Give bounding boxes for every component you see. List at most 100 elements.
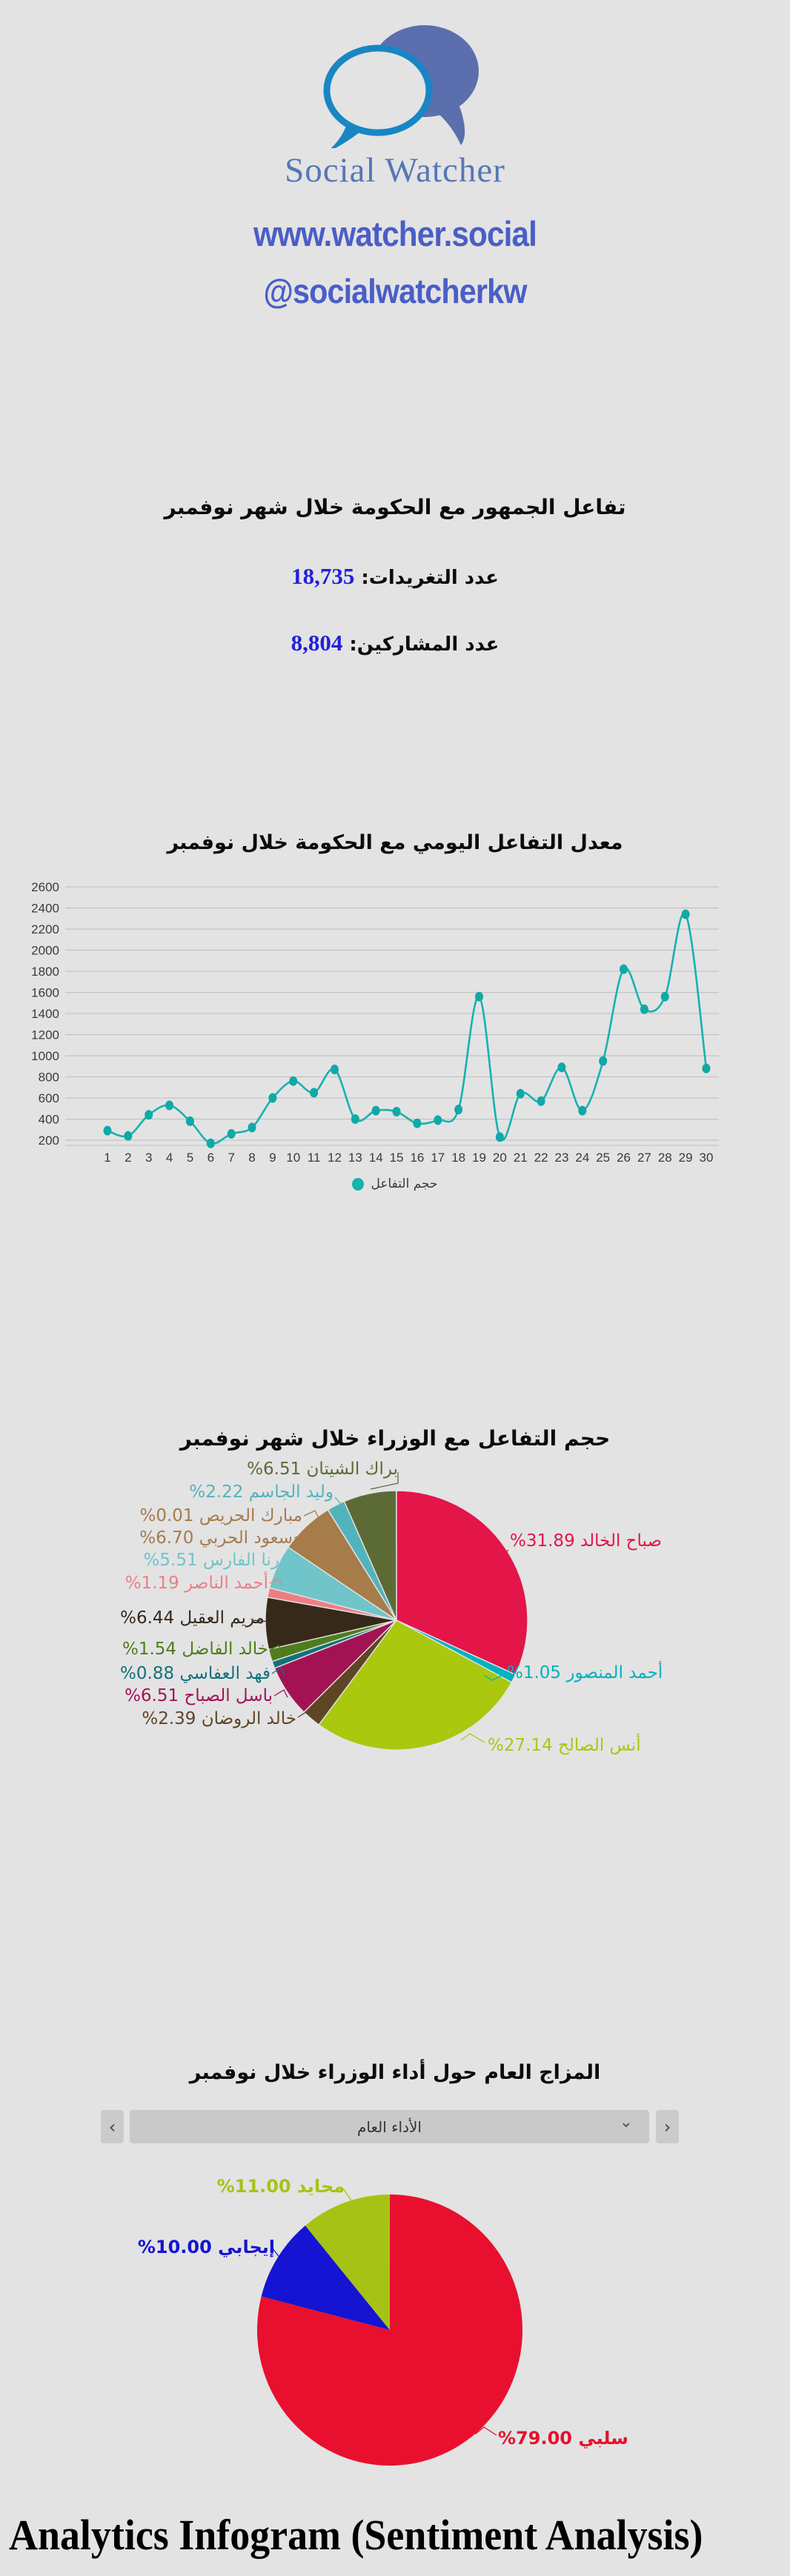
label-connector [272, 2248, 283, 2262]
pie-slice-label: سلبي 79.00% [498, 2428, 628, 2449]
x-tick-label: 27 [637, 1151, 651, 1165]
x-tick-label: 14 [369, 1151, 383, 1165]
x-tick-label: 4 [166, 1151, 173, 1165]
pie-slice-label: أحمد الناصر 1.19% [125, 1574, 268, 1593]
x-tick-label: 6 [208, 1151, 214, 1165]
x-tick-label: 8 [248, 1151, 255, 1165]
x-tick-label: 18 [451, 1151, 465, 1165]
x-tick-label: 11 [308, 1151, 321, 1165]
x-tick-label: 9 [269, 1151, 276, 1165]
x-tick-label: 2 [125, 1151, 131, 1165]
pie-slice-label: إيجابي 10.00% [137, 2237, 275, 2257]
speech-bubbles-icon [323, 25, 479, 148]
performance-dropdown[interactable]: الأداء العام ⌄ [130, 2110, 649, 2143]
data-point [599, 1056, 608, 1066]
chevron-right-icon: › [663, 2116, 671, 2137]
data-point [620, 964, 628, 974]
data-point [578, 1105, 587, 1116]
data-point [557, 1062, 566, 1073]
prev-button[interactable]: ‹ [101, 2110, 124, 2143]
pie-slice-label: خالد الروضان 2.39% [142, 1709, 296, 1728]
website-url: www.watcher.social [253, 214, 537, 253]
x-tick-label: 17 [431, 1151, 445, 1165]
x-tick-label: 13 [348, 1151, 362, 1165]
pie-slice-label: براك الشيتان 6.51% [247, 1460, 398, 1479]
footer-title: Analytics Infogram (Sentiment Analysis) [9, 2511, 703, 2559]
label-connector [466, 2426, 497, 2436]
pie-slice-label: أحمد المنصور 1.05% [507, 1663, 663, 1683]
dropdown-value: الأداء العام [357, 2117, 422, 2136]
y-tick-label: 1200 [31, 1028, 59, 1042]
brand-title: Social Watcher [285, 151, 505, 190]
x-tick-label: 23 [555, 1151, 569, 1165]
x-tick-label: 19 [472, 1151, 486, 1165]
data-point [640, 1004, 648, 1014]
data-point [413, 1118, 422, 1128]
x-tick-label: 10 [286, 1151, 300, 1165]
data-point [475, 991, 484, 1002]
x-tick-label: 12 [328, 1151, 342, 1165]
data-point [434, 1115, 442, 1125]
line-series [107, 912, 708, 1145]
next-button[interactable]: › [656, 2110, 679, 2143]
label-connector [370, 1472, 399, 1490]
data-point [289, 1076, 298, 1086]
ministers-pie-chart [253, 1472, 528, 1751]
y-tick-label: 2200 [31, 922, 59, 936]
data-point [371, 1105, 380, 1116]
daily-interaction-line-chart: 200 400 600 800 1000 1200 1400 1600 1800 2000 2200… [31, 880, 719, 1165]
y-tick-label: 400 [39, 1113, 59, 1127]
data-point [227, 1128, 236, 1139]
data-point [145, 1110, 153, 1120]
data-point [537, 1096, 545, 1106]
pie-slice-label: وليد الجاسم 2.22% [189, 1482, 333, 1502]
pie-slice-label: أنس الصالح 27.14% [488, 1736, 641, 1755]
x-tick-label: 1 [104, 1151, 110, 1165]
data-point [124, 1131, 133, 1141]
x-tick-label: 28 [658, 1151, 672, 1165]
data-point [392, 1107, 401, 1117]
label-connector [460, 1733, 485, 1743]
label-connector [303, 1510, 327, 1521]
x-tick-label: 5 [187, 1151, 193, 1165]
participants-value: 8,804 [291, 630, 343, 656]
y-tick-label: 2600 [31, 880, 59, 894]
pie-slice [396, 1490, 528, 1676]
data-point [702, 1063, 711, 1074]
x-tick-label: 7 [228, 1151, 234, 1165]
y-tick-label: 200 [39, 1134, 59, 1148]
y-tick-label: 1800 [31, 965, 59, 979]
pie-slice [318, 1620, 513, 1751]
x-tick-label: 24 [575, 1151, 589, 1165]
social-handle: @socialwatcherkw [263, 272, 527, 310]
label-connector [297, 1710, 313, 1719]
y-tick-label: 1000 [31, 1049, 59, 1063]
sentiment-title: المزاج العام حول أداء الوزراء خلال نوفمب… [189, 2061, 601, 2084]
pie-slice-label: رنا الفارس 5.51% [143, 1551, 279, 1570]
y-tick-label: 1400 [31, 1007, 59, 1021]
tweets-value: 18,735 [291, 563, 355, 589]
pie-slice-label: خالد الفاضل 1.54% [122, 1640, 268, 1659]
x-tick-label: 29 [679, 1151, 693, 1165]
label-connector [273, 1689, 288, 1698]
data-point [248, 1122, 256, 1133]
legend-label: حجم التفاعل [371, 1176, 438, 1191]
pie-slice [343, 1490, 397, 1621]
data-point [103, 1125, 112, 1136]
sentiment-pie-chart [257, 2188, 522, 2466]
summary-title: تفاعل الجمهور مع الحكومة خلال شهر نوفمبر [164, 495, 626, 519]
pie-slice-label: صباح الخالد 31.89% [510, 1531, 662, 1551]
data-point [495, 1132, 504, 1142]
participants-label: عدد المشاركين: [349, 633, 499, 656]
label-connector [342, 2188, 355, 2206]
x-tick-label: 3 [145, 1151, 152, 1165]
data-point [516, 1088, 525, 1099]
y-tick-label: 600 [39, 1091, 59, 1105]
data-point [310, 1088, 319, 1098]
y-tick-label: 1600 [31, 986, 59, 1000]
pie-slice-label: سعود الحربي 6.70% [139, 1528, 293, 1548]
x-tick-label: 20 [493, 1151, 507, 1165]
legend-dot-icon [352, 1177, 365, 1191]
pie-slice-label: مبارك الحريص 0.01% [139, 1506, 302, 1525]
data-point [165, 1100, 174, 1111]
